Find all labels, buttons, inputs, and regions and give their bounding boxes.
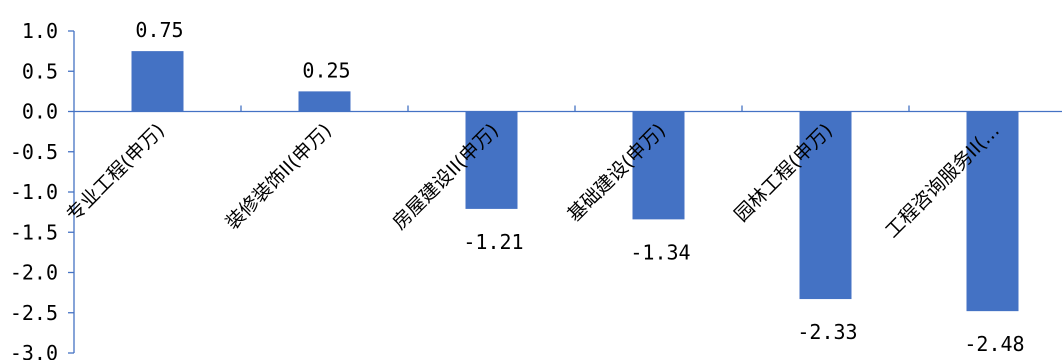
bar <box>966 111 1019 312</box>
y-tick-label: -1.5 <box>10 220 58 244</box>
data-label: -1.34 <box>630 240 690 264</box>
y-axis: 1.0 0.5 0.0 -0.5 -1.0 -1.5 -2.0 -2.5 -3.0 <box>10 19 75 360</box>
y-tick-label: -2.0 <box>10 261 58 285</box>
data-labels: 0.75 0.25 -1.21 -1.34 -2.33 -2.48 <box>135 18 1024 356</box>
y-tick-label: -0.5 <box>10 140 58 164</box>
y-tick-label: -1.0 <box>10 180 58 204</box>
bar <box>298 91 351 112</box>
bar <box>799 111 852 300</box>
category-label: 专业工程(申万) <box>62 119 169 226</box>
bars <box>131 51 1019 312</box>
x-axis <box>74 105 1062 113</box>
data-label: 0.75 <box>135 18 183 42</box>
data-label: 0.25 <box>302 58 350 82</box>
y-tick-label: 1.0 <box>22 19 58 43</box>
data-label: -1.21 <box>463 230 523 254</box>
bar <box>632 111 685 220</box>
bar <box>465 111 518 209</box>
bar <box>131 51 184 112</box>
data-label: -2.33 <box>797 320 857 344</box>
y-tick-label: -2.5 <box>10 301 58 325</box>
y-tick-label: 0.5 <box>22 59 58 83</box>
category-labels: 专业工程(申万) 装修装饰II(申万) 房屋建设II(申万) 基础建设(申万) 园林工程… <box>62 119 1004 242</box>
y-tick-label: -3.0 <box>10 341 58 360</box>
data-label: -2.48 <box>964 332 1024 356</box>
y-tick-label: 0.0 <box>22 100 58 124</box>
category-label: 装修装饰II(申万) <box>221 119 336 234</box>
